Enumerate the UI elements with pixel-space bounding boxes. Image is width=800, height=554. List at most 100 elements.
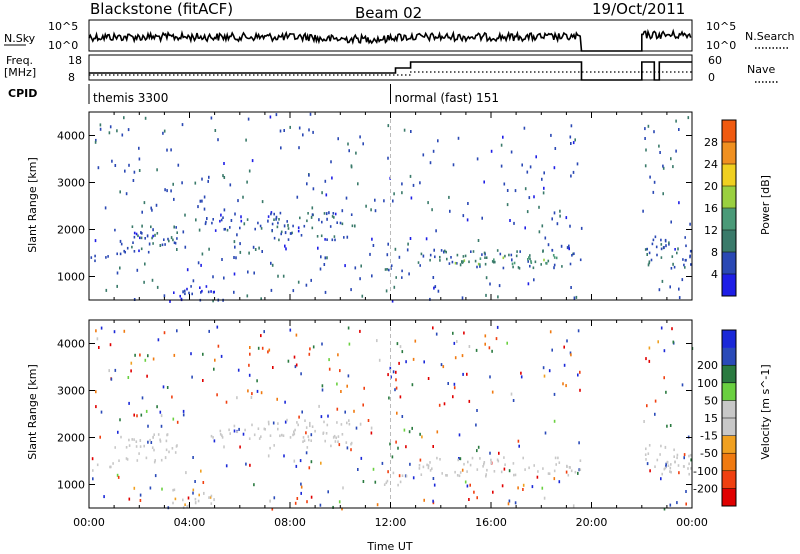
echo-cell bbox=[457, 136, 460, 140]
echo-cell bbox=[670, 470, 672, 474]
colorbar-cell bbox=[722, 252, 736, 275]
echo-cell bbox=[345, 196, 348, 200]
echo-cell bbox=[668, 241, 670, 244]
echo-cell bbox=[524, 187, 527, 191]
echo-cell bbox=[305, 451, 308, 455]
echo-cell bbox=[303, 439, 306, 442]
echo-cell bbox=[553, 477, 556, 481]
echo-cell bbox=[342, 486, 344, 490]
echo-cell bbox=[496, 249, 499, 252]
echo-cell bbox=[293, 355, 296, 359]
echo-cell bbox=[164, 456, 167, 460]
echo-cell bbox=[326, 256, 328, 260]
echo-cell bbox=[332, 505, 334, 509]
echo-cell bbox=[164, 243, 166, 246]
y-tick-label: 2000 bbox=[57, 432, 85, 445]
echo-cell bbox=[669, 466, 672, 470]
echo-cell bbox=[501, 484, 504, 488]
echo-cell bbox=[476, 496, 478, 500]
echo-cell bbox=[321, 220, 323, 224]
echo-cell bbox=[498, 284, 501, 288]
echo-cell bbox=[116, 252, 118, 256]
echo-cell bbox=[459, 471, 462, 474]
echo-cell bbox=[662, 166, 665, 170]
echo-cell bbox=[311, 425, 314, 428]
echo-cell bbox=[387, 242, 389, 246]
echo-cell bbox=[485, 293, 487, 297]
echo-cell bbox=[445, 474, 447, 477]
echo-cell bbox=[152, 234, 154, 238]
echo-cell bbox=[214, 229, 217, 232]
colorbar-tick-label: 28 bbox=[704, 136, 718, 149]
echo-cell bbox=[452, 163, 455, 167]
echo-cell bbox=[100, 410, 103, 414]
echo-cell bbox=[96, 463, 99, 467]
echo-cell bbox=[201, 177, 203, 181]
echo-cell bbox=[156, 232, 159, 235]
echo-cell bbox=[355, 151, 357, 155]
echo-cell bbox=[317, 246, 319, 250]
colorbar-cell bbox=[722, 142, 736, 165]
echo-cell bbox=[573, 252, 575, 255]
echo-cell bbox=[108, 369, 110, 373]
echo-cell bbox=[458, 457, 460, 460]
echo-cell bbox=[372, 467, 375, 471]
echo-cell bbox=[510, 150, 513, 154]
echo-cell bbox=[464, 480, 467, 484]
echo-cell bbox=[575, 295, 578, 299]
echo-cell bbox=[176, 420, 179, 424]
echo-cell bbox=[128, 401, 130, 405]
echo-cell bbox=[457, 458, 459, 462]
velocity-echo-layer bbox=[91, 320, 694, 511]
y-tick-label: 2000 bbox=[57, 224, 85, 237]
echo-cell bbox=[205, 220, 207, 224]
echo-cell bbox=[671, 255, 674, 258]
echo-cell bbox=[688, 454, 690, 458]
echo-cell bbox=[203, 195, 206, 199]
echo-cell bbox=[446, 474, 448, 477]
echo-cell bbox=[474, 259, 477, 263]
echo-cell bbox=[117, 430, 119, 434]
echo-cell bbox=[401, 182, 403, 186]
echo-cell bbox=[273, 236, 276, 240]
echo-cell bbox=[139, 493, 142, 497]
colorbar-cell bbox=[722, 164, 736, 187]
echo-cell bbox=[656, 458, 659, 462]
echo-cell bbox=[273, 444, 275, 447]
echo-cell bbox=[310, 460, 313, 464]
echo-cell bbox=[672, 262, 674, 266]
echo-cell bbox=[138, 169, 141, 172]
echo-cell bbox=[210, 434, 213, 438]
echo-cell bbox=[179, 294, 181, 298]
echo-cell bbox=[690, 263, 692, 266]
echo-cell bbox=[485, 256, 488, 259]
echo-cell bbox=[673, 455, 675, 458]
echo-cell bbox=[463, 259, 466, 262]
echo-cell bbox=[143, 444, 145, 448]
echo-cell bbox=[181, 181, 183, 185]
echo-cell bbox=[271, 507, 274, 511]
echo-cell bbox=[673, 448, 675, 452]
echo-cell bbox=[649, 469, 651, 473]
echo-cell bbox=[297, 229, 300, 233]
echo-cell bbox=[182, 413, 185, 417]
echo-cell bbox=[177, 163, 180, 167]
echo-cell bbox=[547, 259, 550, 263]
colorbar-tick-label: 200 bbox=[697, 359, 718, 372]
echo-cell bbox=[98, 346, 100, 349]
echo-cell bbox=[391, 299, 394, 303]
echo-cell bbox=[553, 263, 556, 267]
echo-cell bbox=[111, 159, 113, 163]
echo-cell bbox=[236, 233, 238, 237]
echo-cell bbox=[353, 409, 355, 413]
echo-cell bbox=[105, 256, 107, 259]
echo-cell bbox=[136, 268, 139, 272]
echo-cell bbox=[308, 128, 310, 132]
echo-cell bbox=[167, 237, 169, 241]
echo-cell bbox=[237, 199, 239, 203]
echo-cell bbox=[651, 242, 654, 246]
echo-cell bbox=[152, 228, 154, 232]
echo-cell bbox=[553, 256, 556, 259]
echo-cell bbox=[466, 484, 469, 488]
echo-cell bbox=[339, 369, 341, 373]
